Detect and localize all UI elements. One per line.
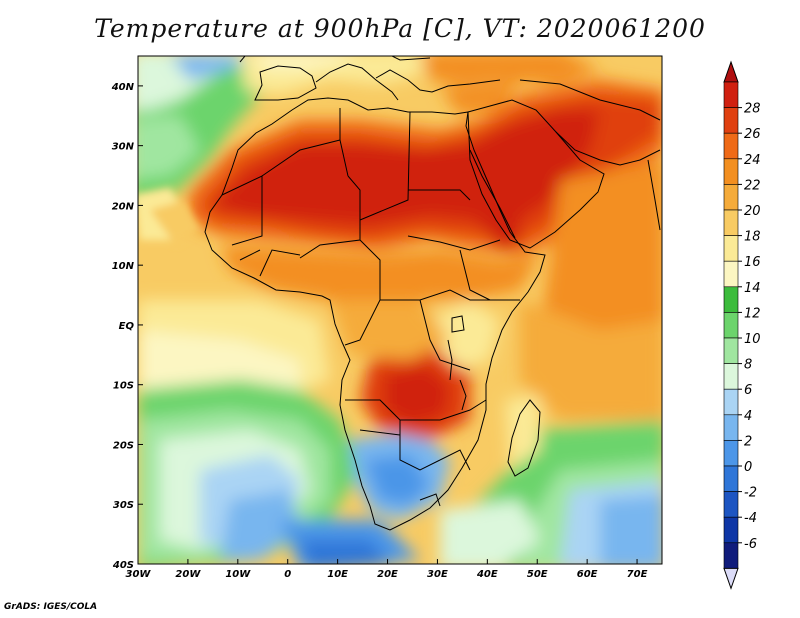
coastline-boundaries	[204, 56, 661, 531]
lat-tick-label: 30S	[113, 500, 134, 511]
colorbar-level-label: -6	[744, 537, 757, 552]
colorbar-segment	[723, 132, 739, 160]
lat-tick-label: 30N	[112, 142, 135, 153]
colorbar-level-label: 22	[744, 178, 761, 193]
lat-tick-label: EQ	[119, 321, 135, 332]
colorbar-segment	[723, 235, 739, 262]
colorbar-level-label: 0	[744, 460, 752, 475]
colorbar-segment	[723, 465, 739, 492]
colorbar-level-label: 16	[744, 255, 761, 270]
colorbar-segment	[723, 388, 739, 416]
lon-tick-label: 10W	[225, 569, 251, 580]
lon-tick-label: 50E	[527, 569, 548, 580]
colorbar-segment	[723, 286, 739, 313]
colorbar-segment	[723, 542, 739, 569]
colorbar-level-label: -4	[744, 511, 757, 526]
colorbar-segment	[723, 491, 739, 518]
colorbar-top-arrow	[723, 60, 739, 83]
lon-tick-label: 40E	[476, 569, 498, 580]
colorbar-segment	[723, 107, 739, 134]
colorbar-level-label: 8	[744, 358, 752, 373]
lon-tick-label: 30W	[126, 569, 152, 580]
map-frame	[137, 55, 663, 565]
colorbar-segment	[723, 363, 739, 390]
colorbar-level-label: 4	[744, 409, 752, 424]
lon-tick-label: 0	[284, 569, 291, 580]
colorbar-level-label: 20	[744, 204, 761, 219]
colorbar-segment	[723, 209, 739, 236]
colorbar-level-label: 14	[744, 281, 761, 296]
map-axes: 30W 20W 10W 0 10E 20E 30E 40E 50E 60E 70E 40N 30N 20N…	[111, 82, 648, 580]
colorbar-level-label: 18	[744, 230, 761, 245]
lat-tick-label: 10S	[113, 381, 134, 392]
colorbar-level-label: 12	[744, 306, 761, 321]
colorbar-bottom-arrow	[723, 567, 739, 590]
lon-tick-label: 70E	[627, 569, 648, 580]
colorbar-segment	[723, 414, 739, 441]
colorbar-level-label: 10	[744, 332, 761, 347]
lon-tick-label: 20E	[377, 569, 398, 580]
lon-tick-label: 60E	[577, 569, 598, 580]
lat-tick-label: 20N	[112, 201, 135, 212]
colorbar-level-label: 24	[744, 153, 761, 168]
lon-tick-label: 30E	[427, 569, 448, 580]
colorbar-segment	[723, 312, 739, 339]
temperature-field	[138, 56, 662, 564]
map-title: Temperature at 900hPa [C], VT: 202006120…	[94, 14, 706, 43]
grads-credit: GrADS: IGES/COLA	[4, 602, 98, 612]
colorbar-segment	[723, 158, 739, 185]
lon-tick-label: 10E	[327, 569, 348, 580]
lon-tick-label: 20W	[175, 569, 201, 580]
colorbar-segment	[723, 184, 739, 211]
colorbar-segment	[723, 516, 739, 544]
colorbar-segment	[723, 440, 739, 467]
lat-tick-label: 40N	[111, 82, 135, 93]
colorbar-segment	[723, 81, 739, 108]
lat-tick-label: 10N	[112, 261, 135, 272]
colorbar-level-label: 28	[744, 102, 761, 117]
colorbar-level-label: 26	[744, 127, 761, 142]
lat-tick-label: 40S	[112, 560, 134, 571]
colorbar-segment	[723, 337, 739, 364]
colorbar-level-label: -2	[744, 486, 757, 501]
colorbar-segment	[723, 260, 739, 288]
lat-tick-label: 20S	[113, 440, 134, 451]
colorbar-level-label: 6	[744, 383, 752, 398]
colorbar-level-label: 2	[744, 434, 752, 449]
